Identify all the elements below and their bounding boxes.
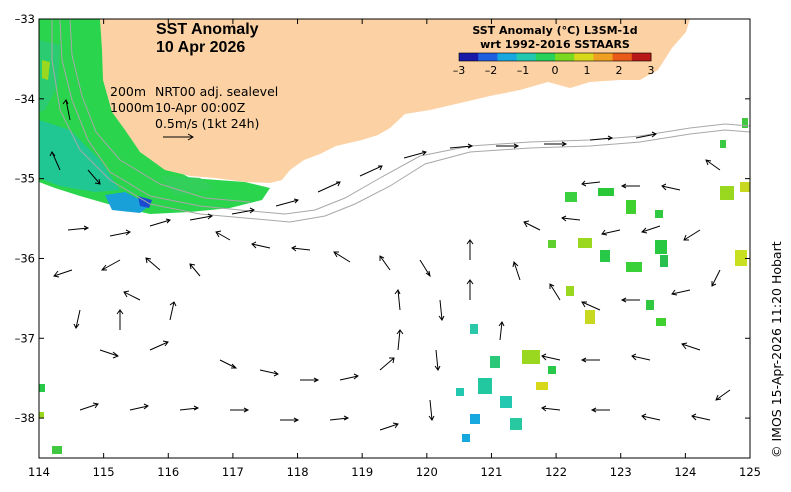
info-depth2: 1000m <box>110 100 154 115</box>
legend-tick-label: 2 <box>616 64 623 77</box>
lon-tick-label: 125 <box>739 465 761 479</box>
legend-tick-label: 1 <box>584 64 591 77</box>
legend: SST Anomaly (°C) L3SM-1d wrt 1992-2016 S… <box>453 24 655 77</box>
title-line1: SST Anomaly <box>156 21 259 38</box>
legend-ticks: –3 –2 –1 0 1 2 3 <box>453 64 655 77</box>
legend-tick-label: –2 <box>485 64 498 77</box>
legend-title-line1: SST Anomaly (°C) L3SM-1d <box>472 24 637 37</box>
lon-tick-label: 120 <box>416 465 438 479</box>
lat-tick-label: –35 <box>15 172 35 186</box>
latitude-axis: –33–34–35–36–37–38 <box>15 12 750 425</box>
lat-tick-label: –34 <box>15 92 35 106</box>
lon-tick-label: 115 <box>93 465 115 479</box>
lon-tick-label: 119 <box>351 465 373 479</box>
legend-tick-label: 0 <box>552 64 559 77</box>
lon-tick-label: 122 <box>545 465 567 479</box>
lat-tick-label: –33 <box>15 12 35 26</box>
legend-swatch <box>612 53 633 61</box>
legend-tick-label: 3 <box>648 64 655 77</box>
credit-text: © IMOS 15-Apr-2026 11:20 Hobart <box>769 241 784 458</box>
legend-title-line2: wrt 1992-2016 SSTAARS <box>480 38 630 51</box>
lat-tick-label: –38 <box>15 411 35 425</box>
legend-tick-label: –1 <box>517 64 530 77</box>
legend-swatch <box>535 53 556 61</box>
lon-tick-label: 121 <box>480 465 502 479</box>
legend-swatch <box>516 53 537 61</box>
legend-swatch <box>497 53 518 61</box>
lat-tick-label: –37 <box>15 331 35 345</box>
legend-swatch <box>593 53 614 61</box>
legend-swatch <box>459 53 479 61</box>
lon-tick-label: 114 <box>28 465 50 479</box>
isobaths <box>51 19 750 223</box>
legend-swatch <box>478 53 498 61</box>
lon-tick-label: 118 <box>287 465 309 479</box>
legend-swatch <box>574 53 594 61</box>
speed-scale-arrow <box>163 133 194 141</box>
info-time: 10-Apr 00:00Z <box>155 100 245 115</box>
sst-anomaly-patches <box>39 19 750 454</box>
current-arrows <box>49 99 731 431</box>
legend-swatch <box>631 53 652 61</box>
legend-swatch <box>555 53 575 61</box>
lon-tick-label: 116 <box>157 465 179 479</box>
info-source: NRT00 adj. sealevel <box>155 84 278 99</box>
info-depth1: 200m <box>110 84 146 99</box>
map-plot-area <box>39 19 750 458</box>
title-line2: 10 Apr 2026 <box>156 39 245 56</box>
longitude-axis: 114 115 116 117 118 119 120 121 122 123 124 125 <box>28 19 761 479</box>
lon-tick-label: 124 <box>674 465 696 479</box>
lat-tick-label: –36 <box>15 251 35 265</box>
info-scale: 0.5m/s (1kt 24h) <box>155 116 259 131</box>
legend-tick-label: –3 <box>453 64 466 77</box>
map-frame <box>38 18 751 459</box>
lon-tick-label: 123 <box>610 465 632 479</box>
lon-tick-label: 117 <box>222 465 244 479</box>
legend-frame <box>458 52 652 62</box>
legend-colorbar <box>458 52 652 62</box>
